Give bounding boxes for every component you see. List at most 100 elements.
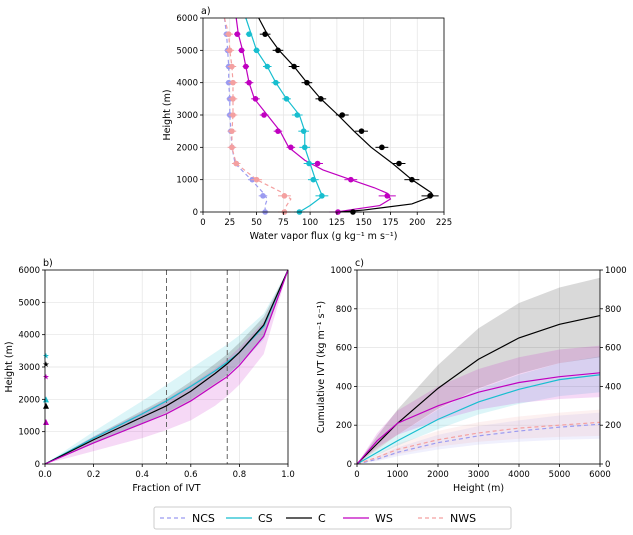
star-marker-C: ★ [42,360,49,369]
band-NWS [357,409,600,464]
x-tick-label: 0.0 [38,470,52,480]
y-tick-label: 200 [336,421,352,431]
marker-C [275,47,281,54]
marker-NWS [253,176,260,183]
legend-box [153,506,512,530]
triangle-marker-WS [43,418,49,425]
marker-WS [314,160,321,167]
marker-WS [246,79,252,86]
x-tick-label: 100 [302,218,318,228]
marker-CS [300,128,307,134]
y-tick-label-right: 1000 [605,266,627,276]
x-tick-label: 150 [356,218,372,228]
y-axis-label: Height (m) [162,89,173,140]
y-tick-label: 1000 [18,428,40,438]
x-axis-label: Height (m) [453,483,504,494]
marker-C [262,31,268,37]
marker-CS [319,193,325,199]
series-line-WS [44,269,289,465]
marker-WS [238,47,245,54]
series-line-C [44,269,289,465]
legend-label-WS: WS [375,512,393,525]
x-axis-label: Fraction of IVT [132,483,200,494]
marker-CS [253,47,260,54]
x-axis-label: Water vapor flux (g kg⁻¹ m s⁻¹) [250,231,398,242]
y-tick-label: 4000 [176,79,198,89]
series-line-C [356,315,601,465]
x-tick-label: 0 [200,218,205,228]
marker-CS [294,112,301,118]
marker-C [409,176,415,183]
y-tick-label: 5000 [18,298,40,308]
y-tick-label: 2000 [18,395,40,405]
x-tick-label: 4000 [508,470,530,480]
star-marker-CS: ★ [42,352,49,361]
x-tick-label: 1000 [387,470,409,480]
legend: NCS CS C WS NWS [153,506,512,530]
band-C [357,277,600,464]
y-tick-label: 800 [336,305,352,315]
marker-WS [384,193,391,199]
y-tick-label: 3000 [176,111,198,121]
triangle-marker-C [43,402,49,409]
star-marker-WS: ★ [42,373,49,382]
triangle-marker-CS [43,396,49,403]
marker-NWS [230,79,236,86]
y-tick-label: 2000 [176,143,198,153]
marker-C [396,160,402,167]
marker-WS [252,96,259,102]
y-tick-label-right: 200 [605,421,621,431]
marker-NWS [233,160,240,167]
marker-CS [264,63,271,70]
x-tick-label: 225 [436,218,452,228]
y-tick-label: 1000 [176,176,198,186]
series-line-WS [356,372,601,465]
legend-label-CS: CS [258,512,273,525]
marker-CS [283,96,290,102]
x-tick-label: 175 [382,218,398,228]
y-tick-label: 3000 [18,363,40,373]
x-tick-label: 5000 [549,470,571,480]
marker-CS [306,160,312,167]
panel-label: c) [355,258,364,269]
y-tick-label: 6000 [176,14,198,24]
marker-NWS [229,144,235,151]
marker-C [339,112,346,118]
y-tick-label: 400 [336,382,352,392]
y-tick-label: 6000 [18,266,40,276]
x-tick-label: 0.8 [233,470,247,480]
marker-NCS [260,193,266,199]
marker-WS [261,112,267,118]
marker-C [318,96,324,102]
marker-C [291,63,297,70]
x-tick-label: 0.6 [184,470,198,480]
series-line-C [258,17,435,213]
x-tick-label: 6000 [589,470,611,480]
marker-CS [301,144,308,151]
marker-NWS [230,112,236,118]
x-tick-label: 2000 [427,470,449,480]
x-tick-label: 50 [251,218,262,228]
x-tick-label: 0 [354,470,359,480]
y-tick-label: 0 [193,208,198,218]
y-tick-label: 1000 [330,266,352,276]
marker-NWS [229,128,235,134]
marker-NWS [281,193,288,199]
y-tick-label-right: 600 [605,344,621,354]
x-tick-label: 3000 [468,470,490,480]
x-tick-label: 0.2 [87,470,101,480]
x-tick-label: 75 [278,218,289,228]
y-tick-label: 0 [347,460,352,470]
x-tick-label: 0.4 [135,470,149,480]
panel-label: a) [201,6,211,17]
marker-NWS [225,31,232,37]
panel-0: 0 25 50 75 100 125 150 175 200 225 0 1000 2000 3000 40… [162,6,452,242]
marker-CS [310,176,317,183]
panel-label: b) [43,258,53,269]
marker-C [304,79,310,86]
marker-C [427,193,433,199]
series-line-CS [356,374,601,465]
legend-label-NCS: NCS [192,512,215,525]
marker-NWS [229,63,235,70]
